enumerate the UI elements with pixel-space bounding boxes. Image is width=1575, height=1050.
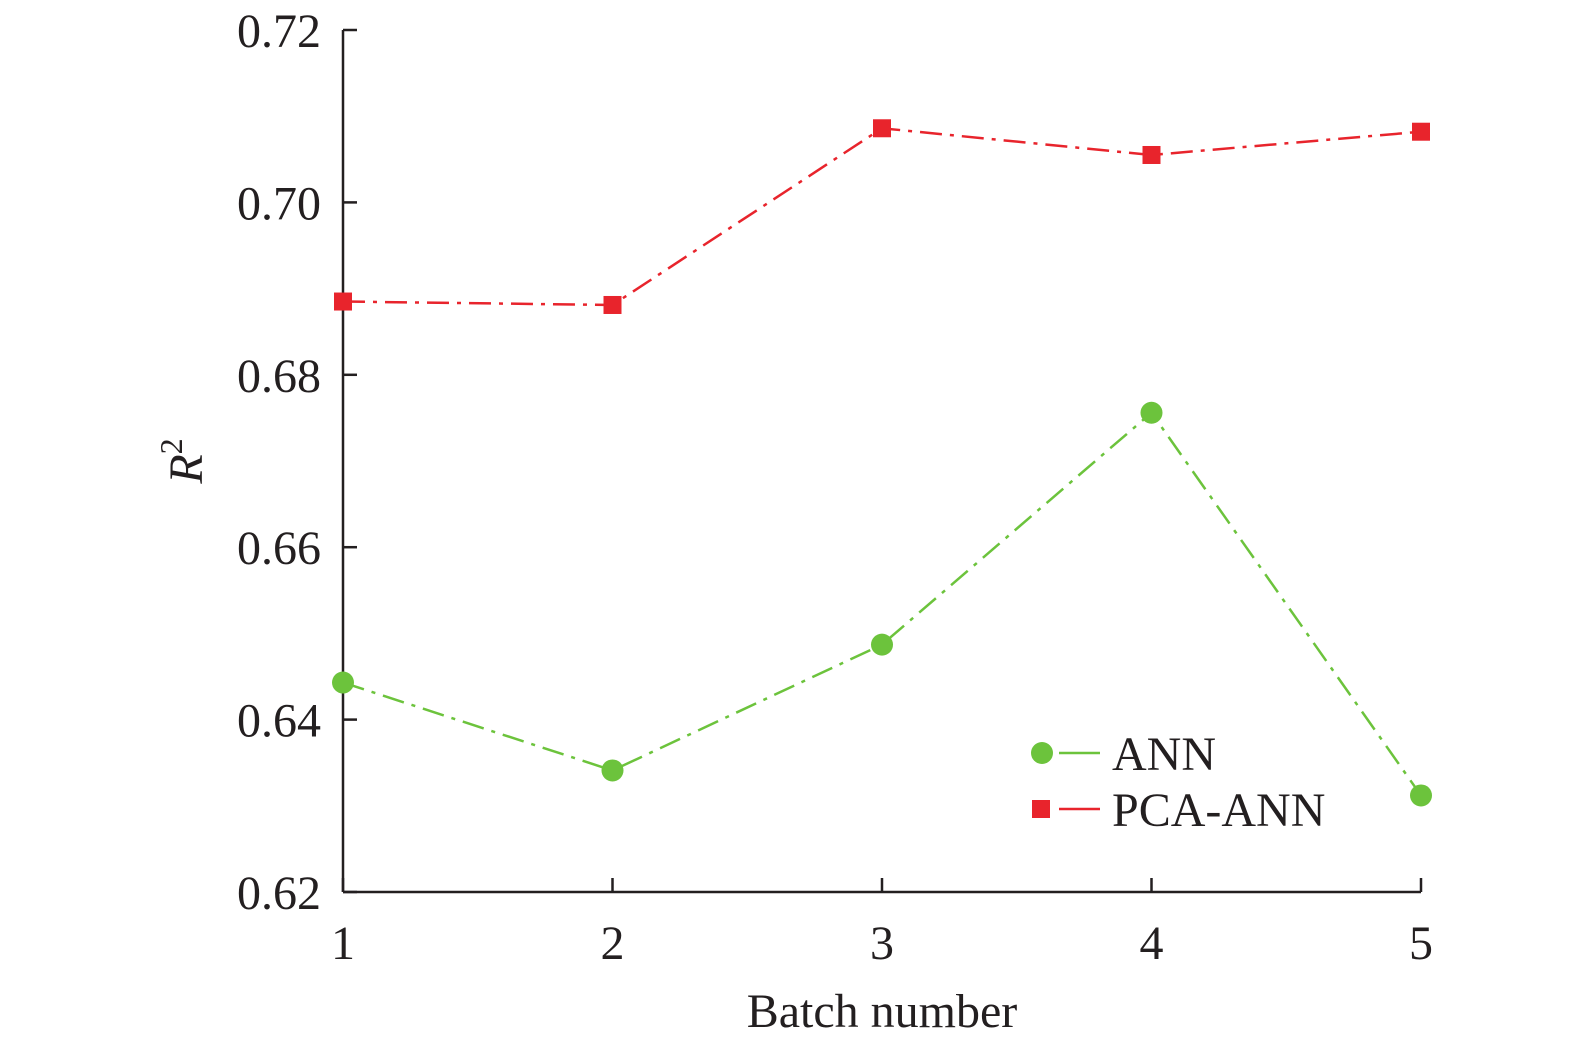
series-ann <box>332 401 1432 807</box>
data-point-pca-ann <box>1412 122 1430 141</box>
x-axis-label: Batch number <box>747 985 1018 1038</box>
data-point-pca-ann <box>334 292 352 311</box>
x-tick-label: 5 <box>1409 917 1433 970</box>
data-point-ann <box>1140 401 1163 424</box>
y-tick-label: 0.72 <box>237 5 321 58</box>
series-line-ann <box>342 410 1423 797</box>
data-point-pca-ann <box>603 295 622 314</box>
data-point-ann <box>871 633 893 656</box>
legend-label-ann: ANN <box>1112 728 1216 781</box>
y-tick-label: 0.70 <box>237 177 321 230</box>
y-axis-label: R2 <box>153 438 213 484</box>
series-line-pca-ann <box>342 126 1422 307</box>
y-ticks: 0.62 0.64 0.66 0.68 0.70 0.72 <box>237 5 357 920</box>
y-axis-label-superscript: 2 <box>153 438 189 454</box>
legend-marker-pca-ann <box>1032 800 1050 818</box>
x-tick-label: 4 <box>1140 917 1164 970</box>
y-tick-label: 0.62 <box>237 867 321 920</box>
axes <box>341 30 1421 894</box>
y-tick-label: 0.66 <box>237 522 321 575</box>
data-point-pca-ann <box>1142 145 1161 164</box>
series-layer <box>332 119 1432 807</box>
data-point-pca-ann <box>873 119 891 138</box>
x-tick-label: 2 <box>601 917 625 970</box>
x-tick-label: 1 <box>331 917 355 970</box>
x-ticks: 1 2 3 4 5 <box>331 878 1433 970</box>
y-axis-label-base: R <box>160 454 213 484</box>
legend-item-pca-ann: PCA-ANN <box>1032 784 1325 837</box>
legend: ANN PCA-ANN <box>1031 728 1325 837</box>
series-pca-ann <box>334 119 1430 314</box>
data-point-ann <box>332 671 354 694</box>
legend-marker-ann <box>1031 742 1053 764</box>
y-tick-label: 0.64 <box>237 695 321 748</box>
legend-label-pca-ann: PCA-ANN <box>1112 784 1325 837</box>
y-tick-label: 0.68 <box>237 350 321 403</box>
x-tick-label: 3 <box>870 917 894 970</box>
data-point-ann <box>1410 784 1432 807</box>
data-point-ann <box>601 759 624 782</box>
legend-item-ann: ANN <box>1031 728 1216 781</box>
